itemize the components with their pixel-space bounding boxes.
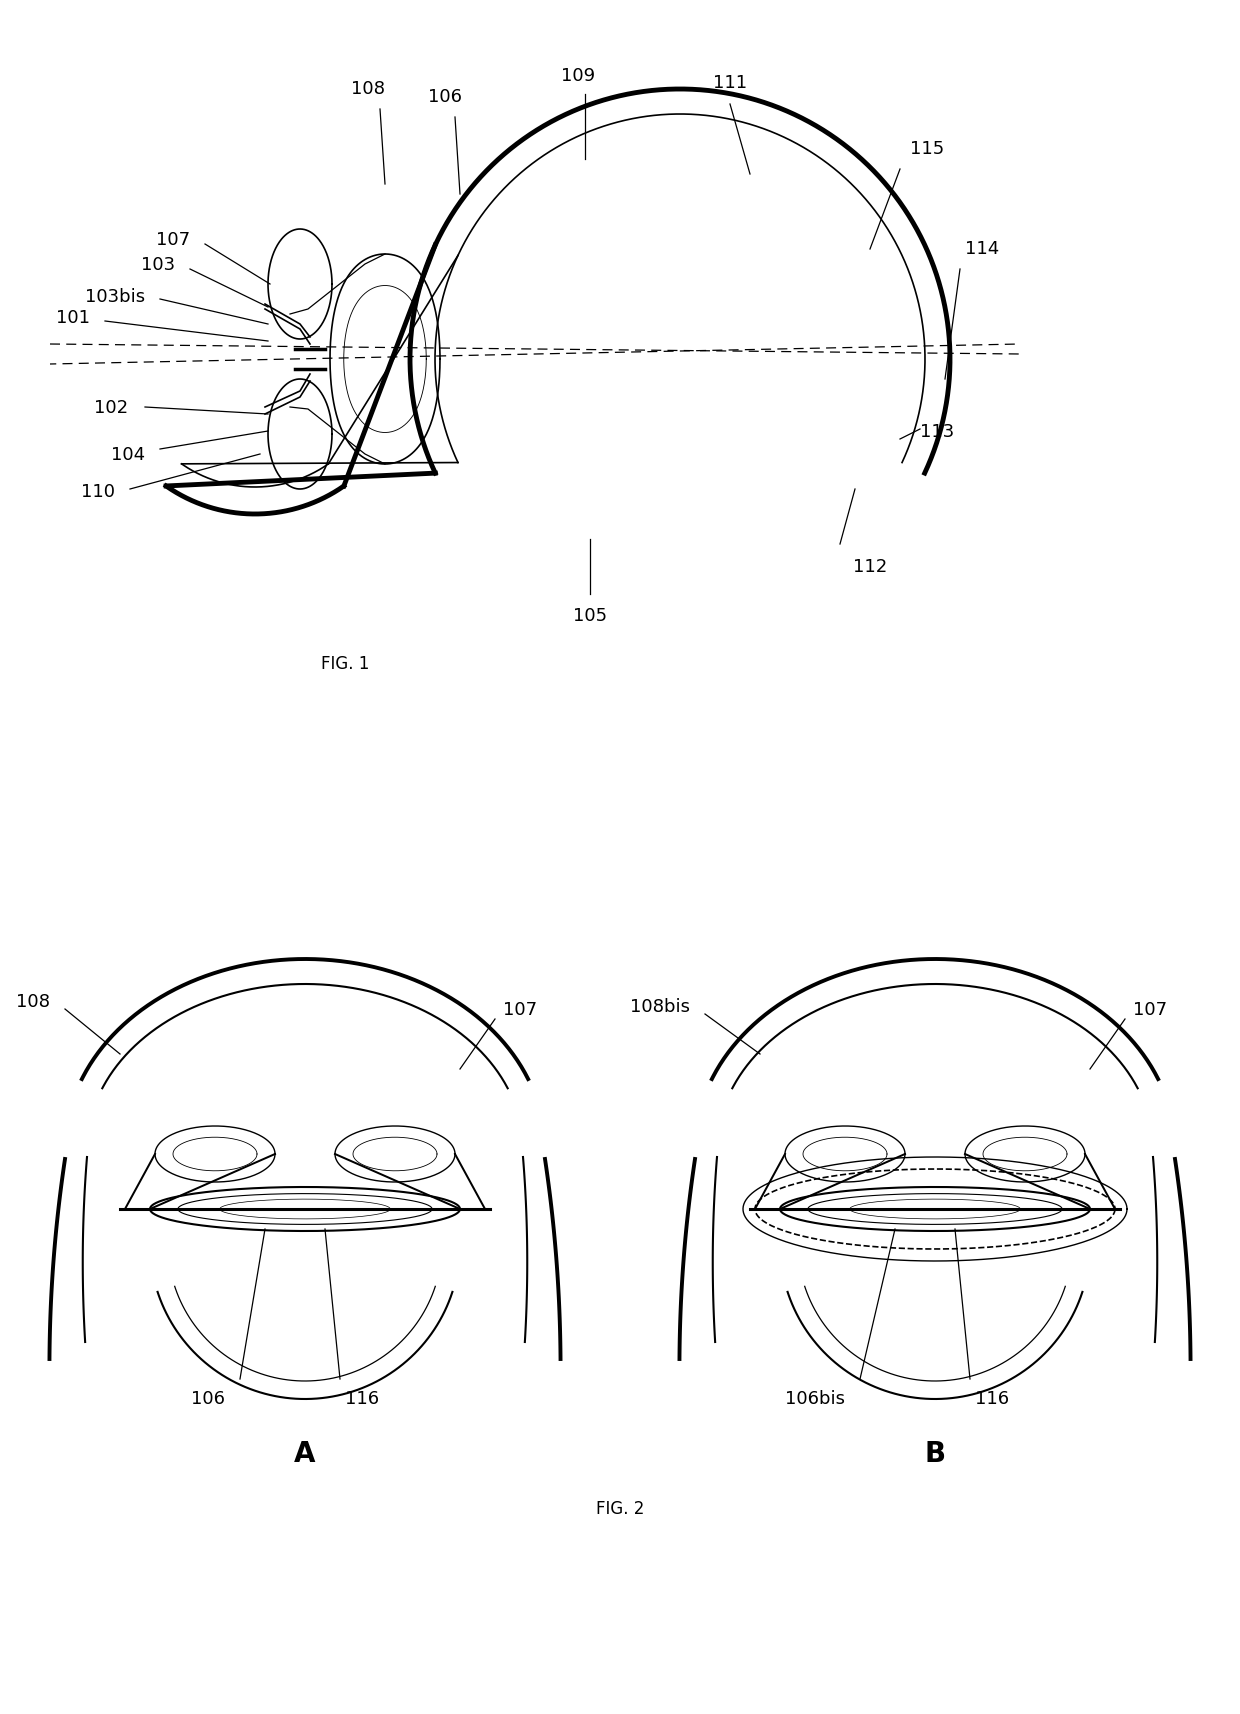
Text: 108bis: 108bis [630,998,689,1015]
Text: 107: 107 [503,1001,537,1018]
Text: B: B [925,1440,946,1467]
Text: 106: 106 [428,87,463,106]
Text: 112: 112 [853,557,888,576]
Text: 105: 105 [573,607,608,624]
Text: 104: 104 [110,446,145,464]
Text: 101: 101 [56,309,91,327]
Text: A: A [294,1440,316,1467]
Text: 113: 113 [920,423,955,440]
Text: 108: 108 [351,81,384,98]
Text: FIG. 2: FIG. 2 [595,1500,645,1517]
Text: 103: 103 [141,255,175,274]
Text: 111: 111 [713,74,746,93]
Text: 115: 115 [910,141,944,158]
Text: 109: 109 [560,67,595,86]
Text: 106: 106 [191,1388,224,1407]
Text: 106bis: 106bis [785,1388,844,1407]
Text: 110: 110 [81,483,115,500]
Text: 108: 108 [16,992,50,1011]
Text: 103bis: 103bis [84,288,145,305]
Text: 107: 107 [156,231,190,249]
Text: 102: 102 [94,399,128,417]
Text: 114: 114 [965,240,999,257]
Text: 116: 116 [345,1388,379,1407]
Text: FIG. 1: FIG. 1 [321,655,370,672]
Text: 116: 116 [975,1388,1009,1407]
Text: 107: 107 [1133,1001,1167,1018]
